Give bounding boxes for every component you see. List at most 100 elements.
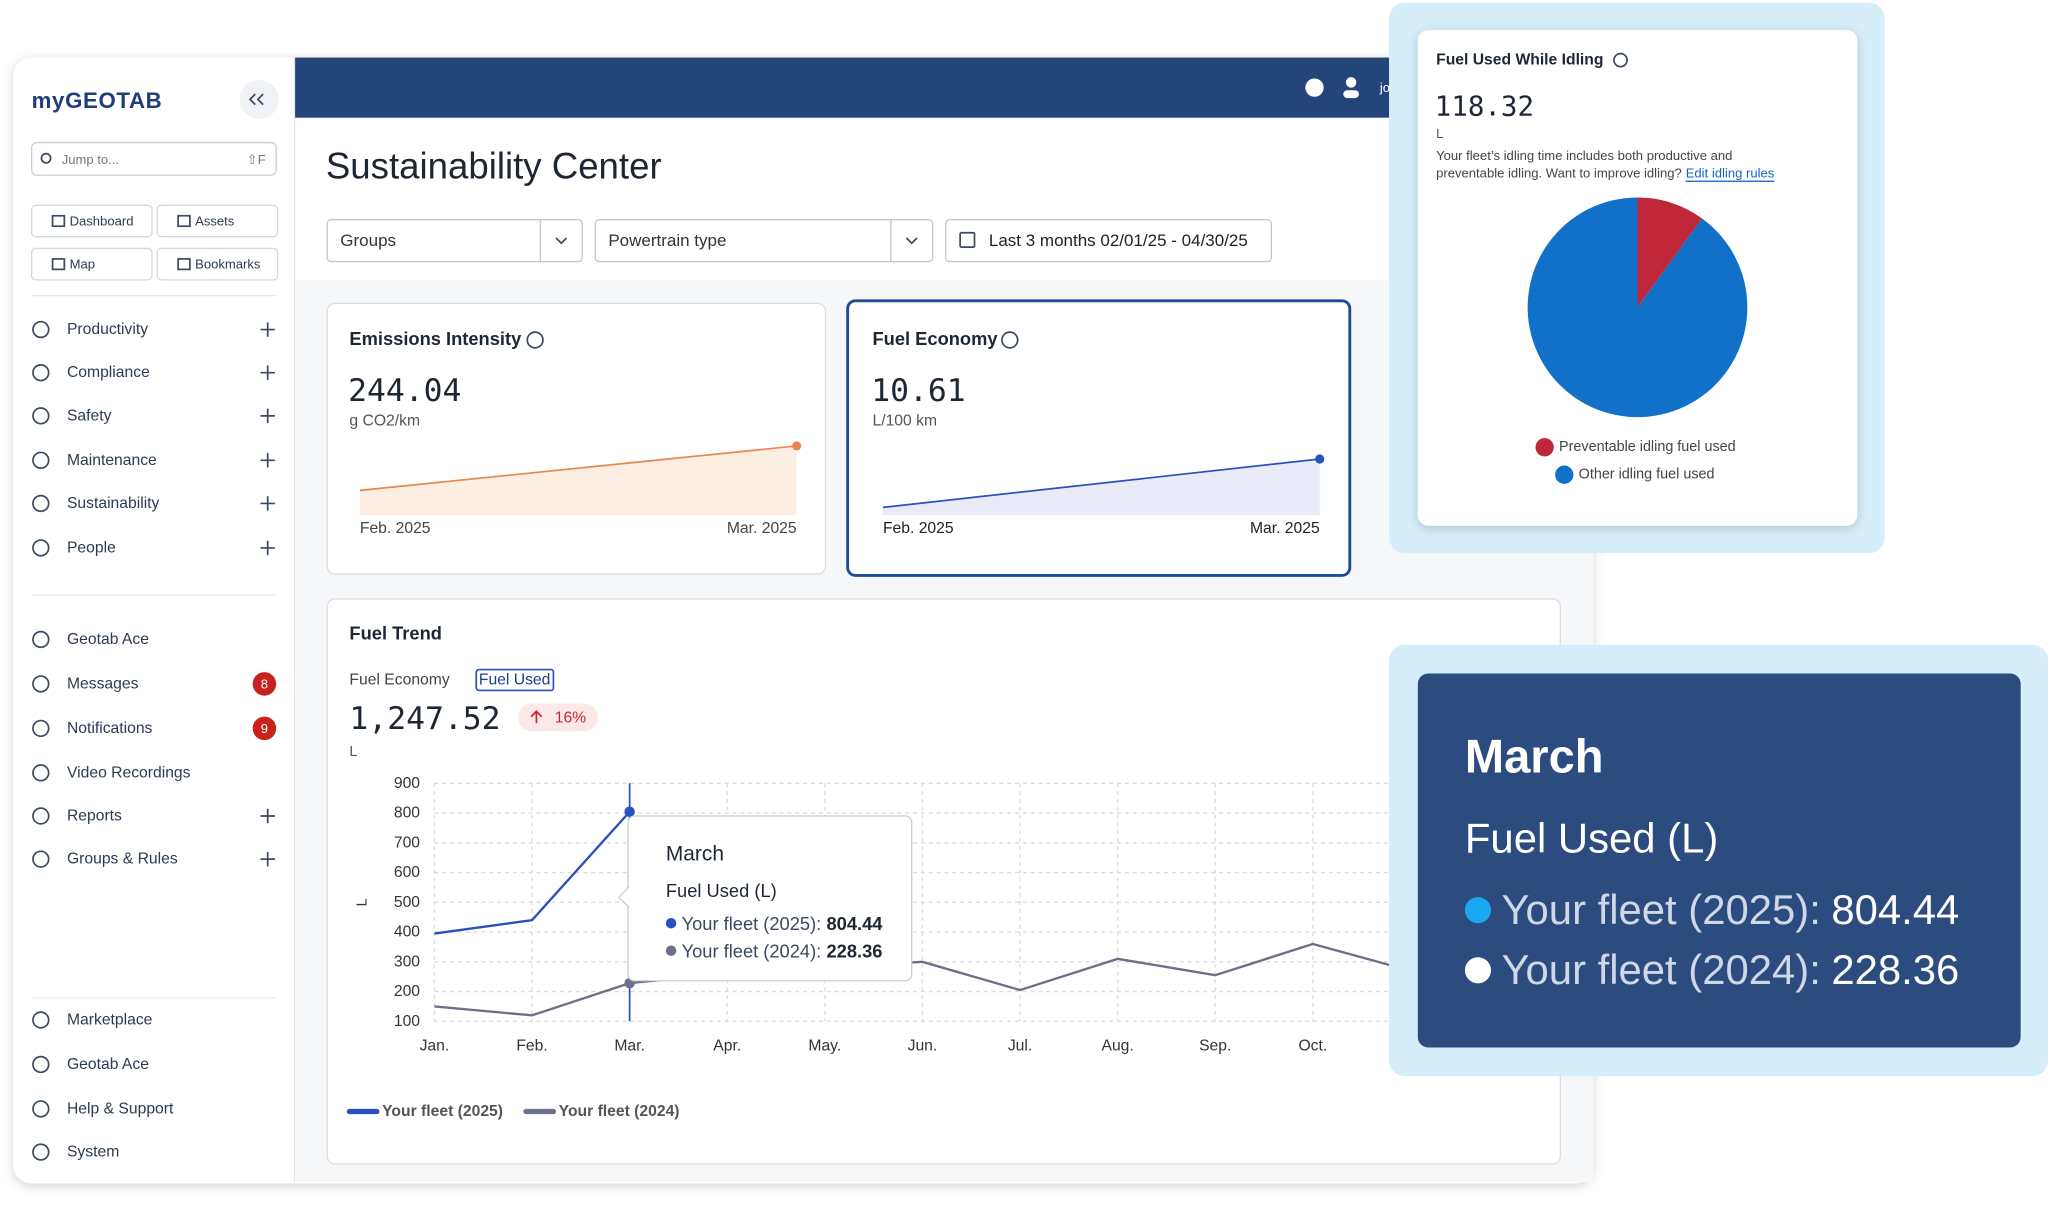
up-arrow — [530, 710, 543, 724]
x-tick-label: Jul. — [1008, 1038, 1032, 1055]
nav-icon — [32, 363, 50, 382]
help-icon[interactable] — [1305, 78, 1324, 97]
groups-label: Groups — [340, 231, 396, 250]
expand-icon[interactable] — [260, 322, 275, 337]
quick-link[interactable] — [31, 204, 153, 238]
sparkline — [882, 458, 1320, 509]
quick-link-icon — [177, 258, 191, 271]
sparkline — [359, 445, 797, 492]
brand: myGEOTAB — [32, 88, 163, 113]
info-icon[interactable] — [1001, 331, 1019, 349]
zoom-row: Your fleet (2024): 228.36 — [1502, 946, 1960, 993]
sparkline-start: Feb. 2025 — [883, 520, 954, 537]
sparkline-area — [359, 445, 797, 516]
x-tick-label: Feb. — [516, 1038, 547, 1055]
tab[interactable]: Fuel Economy — [349, 672, 449, 689]
nav-item[interactable]: Notifications — [67, 720, 153, 737]
tooltip-title: March — [666, 842, 724, 865]
nav-item[interactable]: Help & Support — [67, 1100, 174, 1117]
legend-label: Other idling fuel used — [1579, 467, 1715, 483]
collapse-icon — [248, 93, 264, 106]
trend-total: 1,247.52 — [349, 701, 500, 737]
search-placeholder: Jump to... — [62, 152, 119, 167]
legend-label: Your fleet (2025) — [382, 1103, 503, 1120]
y-tick-label: 600 — [394, 864, 420, 881]
badge-count: 8 — [261, 676, 268, 691]
nav-icon — [32, 494, 50, 513]
x-tick-label: Mar. — [614, 1038, 645, 1055]
nav-item[interactable]: Messages — [67, 675, 139, 692]
expand-icon[interactable] — [260, 365, 275, 380]
groups-filter[interactable] — [326, 219, 583, 263]
date-label: Last 3 months 02/01/25 - 04/30/25 — [989, 231, 1248, 250]
x-tick-label: Aug. — [1101, 1038, 1133, 1055]
nav-icon — [32, 1011, 50, 1029]
nav-item[interactable]: Maintenance — [67, 452, 157, 469]
zoom-label: Your fleet (2025): — [1502, 885, 1821, 932]
legend-dot — [1555, 465, 1574, 484]
expand-icon[interactable] — [260, 540, 275, 556]
expand-icon[interactable] — [260, 408, 275, 424]
nav-item[interactable]: Reports — [67, 808, 122, 825]
date-filter[interactable] — [945, 219, 1272, 263]
series-line — [434, 942, 1509, 1017]
info-icon[interactable] — [1613, 52, 1628, 68]
collapse-button[interactable] — [239, 79, 279, 119]
card-value: 10.61 — [871, 373, 965, 409]
card-unit: g CO2/km — [349, 413, 420, 430]
pie-chart: Preventable idling fuel used Other idling… — [1527, 197, 1748, 484]
nav-item[interactable]: Geotab Ace — [67, 1056, 149, 1073]
quick-link[interactable] — [156, 204, 279, 238]
zoom-label: Your fleet (2024): — [1502, 946, 1821, 993]
nav-item[interactable]: People — [67, 539, 116, 556]
nav-item[interactable]: Groups & Rules — [67, 851, 178, 868]
tooltip-dot — [665, 918, 677, 929]
card-title: Fuel Trend — [349, 622, 442, 643]
link[interactable]: Edit idling rules — [1686, 165, 1775, 180]
sparkline-end: Mar. 2025 — [727, 520, 797, 537]
nav-item[interactable]: Productivity — [67, 321, 148, 338]
info-icon[interactable] — [526, 331, 544, 349]
sparkline-area — [882, 459, 1320, 516]
card-title: Fuel Used While Idling — [1436, 52, 1603, 69]
user-icon-body — [1343, 90, 1359, 99]
nav-item[interactable]: Video Recordings — [67, 764, 191, 781]
pie-slice — [1637, 197, 1703, 308]
x-tick-label: Jun. — [908, 1038, 938, 1055]
calendar-icon — [959, 231, 976, 249]
nav-item[interactable]: Marketplace — [67, 1012, 153, 1029]
nav-item[interactable]: Geotab Ace — [67, 631, 149, 648]
zoom-value: 804.44 — [1831, 885, 1959, 932]
nav-item[interactable]: System — [67, 1144, 119, 1161]
nav-icon — [32, 675, 50, 693]
nav-item[interactable]: Compliance — [67, 364, 150, 381]
quick-link-label: Assets — [195, 214, 235, 229]
nav-item[interactable]: Safety — [67, 407, 112, 424]
expand-icon[interactable] — [260, 808, 275, 824]
quick-link-label: Map — [70, 257, 95, 272]
badge — [252, 716, 277, 741]
y-tick-label: 900 — [394, 775, 420, 792]
powertrain-filter[interactable] — [594, 219, 934, 263]
quick-link-label: Bookmarks — [195, 257, 261, 272]
user-icon[interactable] — [1345, 77, 1357, 88]
tab-active[interactable]: Fuel Used — [479, 672, 550, 689]
sparkline-end: Mar. 2025 — [1250, 520, 1320, 537]
search-box[interactable] — [31, 141, 277, 176]
expand-icon[interactable] — [260, 453, 275, 468]
trend-unit: L — [349, 744, 357, 760]
tooltip-zoom — [1417, 673, 2021, 1048]
nav-icon — [32, 764, 50, 782]
y-tick-label: 300 — [394, 953, 420, 970]
quick-link-icon — [51, 258, 66, 271]
nav-item[interactable]: Sustainability — [67, 495, 160, 512]
quick-link[interactable] — [156, 247, 279, 281]
description-text: preventable idling. Want to improve idli… — [1436, 165, 1682, 180]
quick-link[interactable] — [31, 247, 153, 281]
change-value: 16% — [555, 709, 586, 726]
expand-icon[interactable] — [260, 851, 275, 867]
expand-icon[interactable] — [260, 496, 275, 511]
chevron — [555, 237, 568, 245]
nav-icon — [32, 850, 50, 868]
hover-point — [624, 806, 635, 817]
